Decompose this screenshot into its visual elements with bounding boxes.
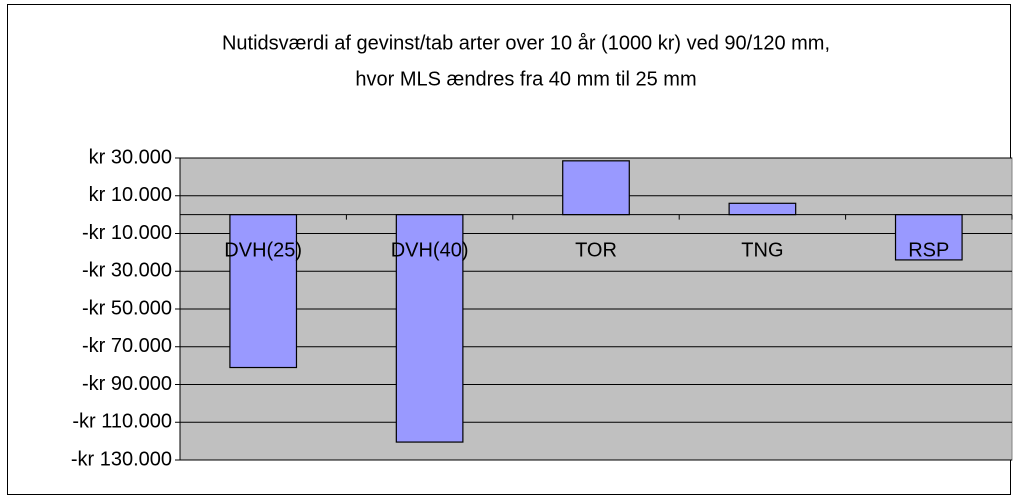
y-tick-label: -kr 90.000 [82, 373, 172, 395]
chart-title: Nutidsværdi af gevinst/tab arter over 10… [222, 32, 830, 54]
x-tick-label: DVH(25) [224, 239, 302, 261]
chart-title: hvor MLS ændres fra 40 mm til 25 mm [355, 68, 696, 90]
y-tick-label: kr 30.000 [89, 146, 172, 168]
x-tick-label: RSP [908, 239, 949, 261]
y-tick-label: -kr 70.000 [82, 335, 172, 357]
bar [562, 160, 630, 216]
y-tick-label: -kr 130.000 [71, 448, 172, 470]
bar [395, 214, 464, 443]
y-tick-label: -kr 30.000 [82, 260, 172, 282]
bar [728, 202, 797, 216]
y-tick-label: -kr 50.000 [82, 297, 172, 319]
x-tick-label: TOR [575, 239, 617, 261]
bar [894, 214, 963, 261]
x-tick-label: DVH(40) [391, 239, 469, 261]
y-tick-label: -kr 10.000 [82, 222, 172, 244]
y-tick-label: kr 10.000 [89, 184, 172, 206]
y-tick-label: -kr 110.000 [72, 411, 172, 433]
x-tick-label: TNG [741, 239, 783, 261]
bar [229, 214, 298, 369]
